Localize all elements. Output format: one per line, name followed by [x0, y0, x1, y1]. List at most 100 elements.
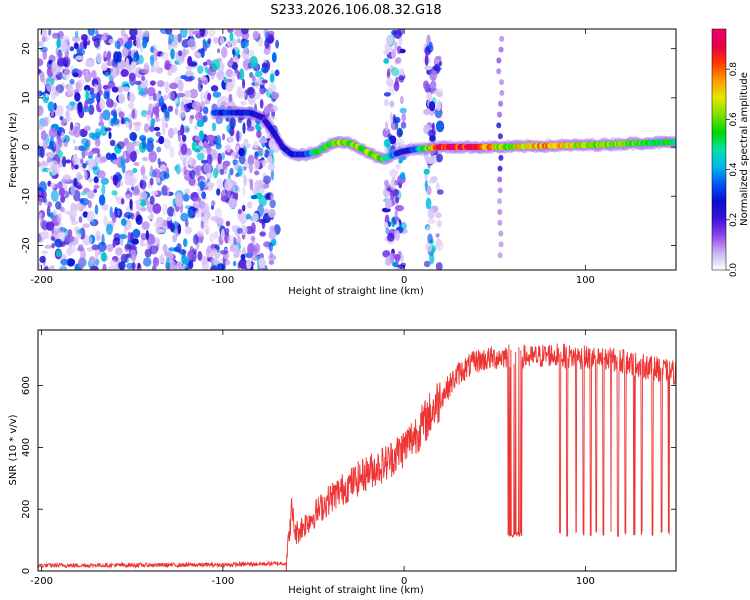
spectrogram-noise-blob [41, 190, 47, 199]
spectrogram-noise-blob [394, 210, 399, 217]
spectrogram-noise-blob [237, 165, 243, 176]
spectrogram-noise-blob [202, 224, 211, 232]
spectrogram-noise-blob [386, 68, 391, 77]
spectrogram-noise-blob [196, 152, 205, 161]
spectrogram-noise-blob [50, 236, 56, 241]
spectrogram-noise-blob [164, 137, 171, 150]
spectrogram-noise-blob [131, 238, 139, 245]
spectrogram-noise-blob [104, 71, 110, 78]
spectrogram-noise-blob [263, 105, 270, 115]
spectrogram-noise-blob [200, 92, 205, 101]
spectrogram-noise-blob [247, 201, 253, 209]
spectrogram-noise-blob [210, 205, 214, 210]
spectrogram-noise-blob [65, 235, 75, 243]
spectrogram-noise-blob [249, 55, 258, 68]
spectrogram-noise-blob [395, 196, 400, 204]
spectrogram-noise-blob [268, 35, 274, 44]
spectrogram-noise-blob [398, 155, 407, 161]
spectrogram-noise-blob [111, 190, 118, 196]
spectrogram-noise-blob [135, 214, 143, 225]
spectrogram-noise-blob [393, 116, 401, 124]
spectrogram-noise-blob [243, 46, 249, 55]
spectrogram-noise-blob [83, 125, 91, 132]
spectrogram-noise-blob [392, 261, 399, 268]
spectrogram-noise-blob [111, 211, 117, 224]
spectrogram-noise-blob [270, 116, 277, 121]
spectrogram-noise-blob [197, 181, 206, 188]
spectrogram-noise-blob [400, 121, 407, 129]
spectrogram-noise-blob [110, 66, 119, 78]
spectrogram-noise-blob [269, 73, 275, 84]
spectrogram-noise-blob [245, 259, 252, 270]
spectrogram-noise-blob [206, 144, 212, 154]
spectrogram-streak-blob [496, 122, 502, 129]
spectrogram-noise-blob [85, 89, 89, 101]
spectrogram-noise-blob [267, 83, 277, 94]
spectrogram-noise-blob [88, 150, 95, 156]
spectrogram-noise-blob [436, 99, 442, 112]
spectrogram-noise-blob [106, 244, 114, 252]
spectrogram-noise-blob [133, 161, 140, 167]
spectrogram-noise-blob [180, 212, 189, 222]
spectrogram-noise-blob [229, 126, 235, 137]
spectrogram-noise-blob [240, 253, 246, 261]
spectrogram-noise-blob [118, 261, 126, 270]
spectrogram-noise-blob [38, 105, 44, 117]
spectrogram-noise-blob [252, 30, 259, 40]
spectrogram-noise-blob [173, 246, 181, 253]
spectrogram-noise-blob [44, 265, 49, 270]
spectrogram-noise-blob [93, 188, 98, 194]
spectrogram-noise-blob [99, 98, 106, 110]
spectrogram-noise-blob [70, 245, 76, 253]
spectrogram-noise-blob [238, 258, 248, 270]
spectrogram-noise-blob [183, 188, 191, 194]
spectrogram-noise-blob [84, 170, 88, 181]
spectrogram-noise-blob [400, 262, 407, 267]
spectrogram-noise-blob [208, 252, 215, 258]
spectrogram-noise-blob [169, 261, 178, 270]
spectrogram-noise-blob [88, 104, 95, 116]
spectrogram-noise-blob [228, 93, 233, 103]
snr-y-tick-label: 200 [21, 500, 32, 519]
spectrogram-noise-blob [147, 86, 156, 97]
spectrogram-noise-blob [435, 233, 440, 238]
spectrogram-noise-blob [200, 159, 209, 164]
spectrogram-noise-blob [74, 30, 79, 38]
snr-x-tick-label: 100 [576, 576, 595, 587]
spectrogram-noise-blob [109, 259, 117, 268]
spectrogram-noise-blob [129, 131, 138, 142]
spectrogram-noise-blob [228, 198, 238, 209]
spectrogram-noise-blob [393, 29, 402, 39]
spectrogram-noise-blob [250, 235, 256, 242]
spectrogram-noise-blob [232, 260, 237, 267]
spectrogram-noise-blob [97, 151, 101, 158]
snr-y-tick-label: 600 [21, 376, 32, 395]
spectrogram-noise-blob [249, 178, 254, 191]
spectrogram-noise-blob [162, 203, 168, 215]
spectrogram-noise-blob [234, 29, 243, 37]
spectrogram-noise-blob [189, 88, 199, 99]
spectrogram-noise-blob [152, 256, 159, 268]
spectrogram-noise-blob [141, 75, 146, 81]
spectrogram-noise-blob [46, 156, 53, 163]
spectrogram-noise-blob [429, 252, 435, 265]
spectrogram-noise-blob [46, 167, 54, 172]
spectrogram-noise-blob [274, 69, 280, 77]
spectrogram-noise-blob [389, 168, 399, 178]
spectrogram-noise-blob [202, 38, 206, 46]
spectrogram-noise-blob [58, 187, 66, 197]
spectrogram-noise-blob [108, 131, 112, 140]
spectrogram-noise-blob [254, 243, 261, 254]
spectrogram-noise-blob [275, 39, 280, 49]
spectrogram-noise-blob [241, 167, 245, 179]
spectrogram-noise-blob [159, 170, 167, 182]
spectrogram-noise-blob [116, 37, 124, 47]
spectrogram-noise-blob [177, 33, 182, 43]
spectrogram-noise-blob [145, 140, 155, 153]
spectrogram-noise-blob [185, 65, 194, 71]
spectrogram-noise-blob [424, 54, 429, 66]
spectrogram-x-tick-label: -100 [212, 275, 235, 286]
spectrogram-noise-blob [87, 177, 94, 183]
spectrogram-noise-blob [129, 198, 133, 210]
spectrogram-x-tick-label: 0 [401, 275, 407, 286]
